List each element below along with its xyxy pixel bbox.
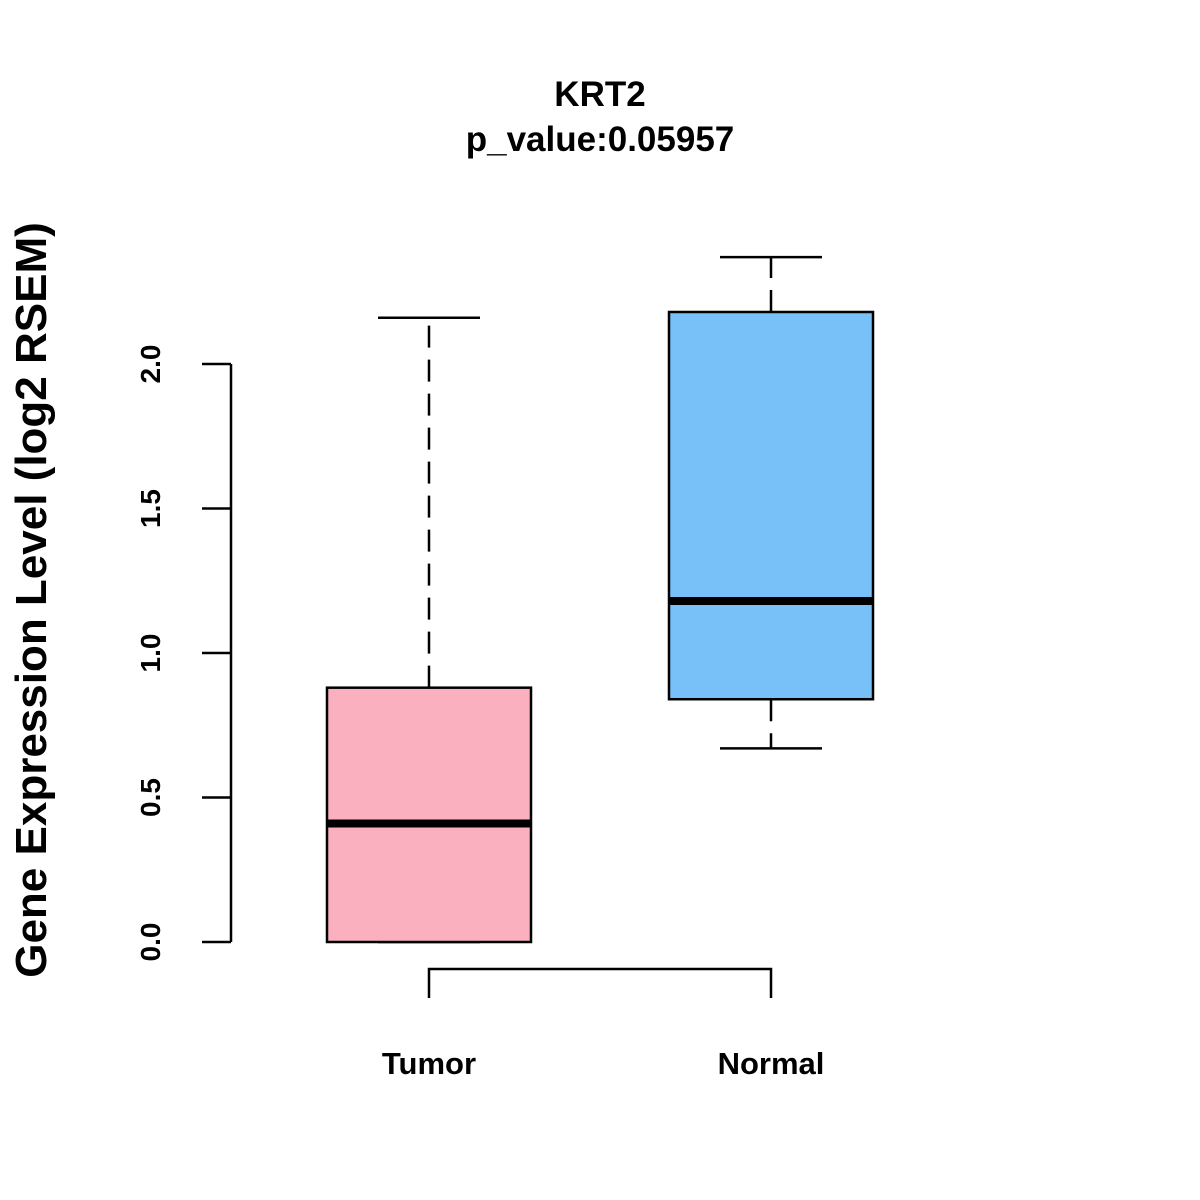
y-tick-label: 1.0 [135,634,166,673]
boxes [325,255,875,944]
y-tick-label: 2.0 [135,345,166,384]
y-tick-label: 0.5 [135,778,166,817]
chart-subtitle: p_value:0.05957 [466,120,735,159]
y-tick-label: 0.0 [135,923,166,962]
x-axis-labels: Tumor Normal [382,1046,824,1081]
iqr-box [325,686,533,944]
box-normal [667,255,875,750]
y-axis: 0.0 0.5 1.0 1.5 2.0 [135,345,233,962]
box-tumor [325,316,533,944]
iqr-box [667,310,875,701]
x-tick-label: Normal [718,1046,825,1081]
comparison-bracket [427,967,773,998]
x-tick-label: Tumor [382,1046,476,1081]
bracket-line [427,967,773,998]
y-tick-label: 1.5 [135,489,166,528]
y-axis-label: Gene Expression Level (log2 RSEM) [7,222,56,978]
chart-title: KRT2 [554,75,645,114]
